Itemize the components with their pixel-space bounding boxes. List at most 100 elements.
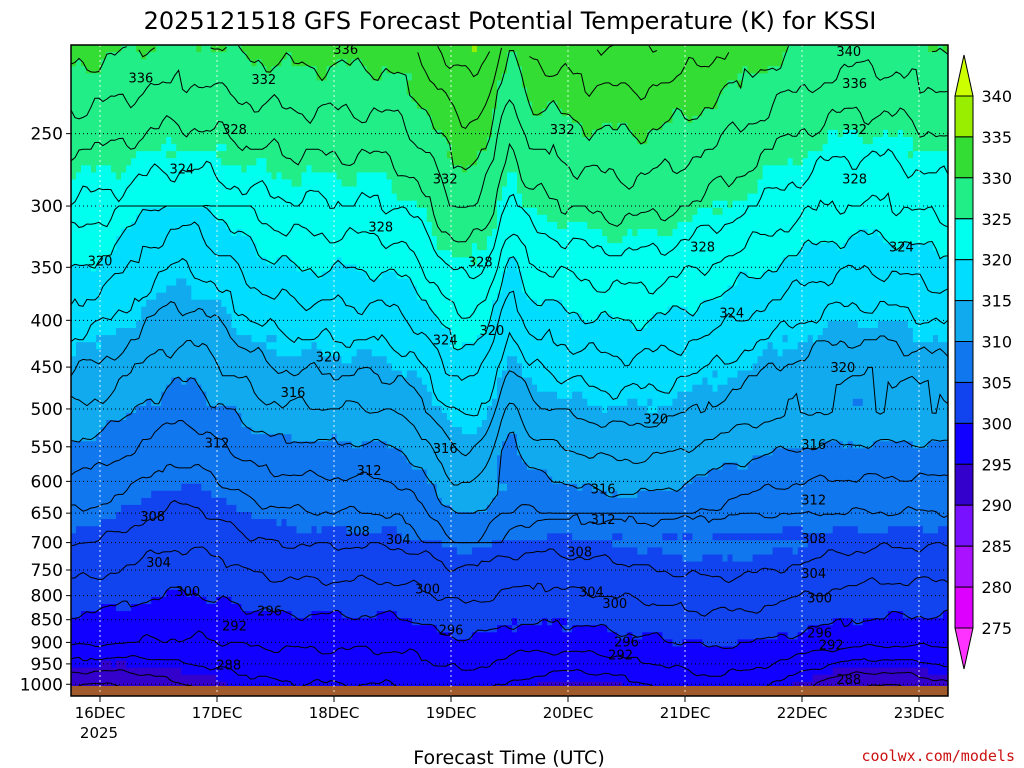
contour-line	[71, 106, 948, 243]
color-cell	[497, 384, 538, 393]
color-cell	[71, 413, 127, 421]
color-cell	[71, 519, 102, 527]
color-cell	[782, 335, 789, 343]
color-cell	[141, 497, 227, 506]
color-cell	[161, 144, 177, 152]
color-cell	[286, 519, 948, 527]
color-cell	[301, 172, 338, 181]
credit-link[interactable]: coolwx.com/models	[861, 747, 1015, 765]
color-cell	[692, 476, 948, 485]
color-cell	[492, 398, 588, 407]
color-cell	[71, 554, 683, 563]
color-cell	[707, 377, 729, 386]
contour-label: 328	[842, 173, 867, 188]
color-cell	[71, 589, 167, 598]
color-cell	[476, 257, 508, 265]
color-cell	[847, 236, 884, 244]
colorbar-label: 310	[981, 333, 1012, 352]
color-cell	[737, 80, 744, 89]
color-cell	[527, 87, 723, 96]
color-cell	[662, 122, 948, 131]
color-cell	[507, 66, 523, 74]
color-cell	[757, 179, 948, 188]
color-cell	[221, 158, 257, 166]
color-cell	[727, 377, 948, 386]
contour-line	[71, 419, 948, 544]
color-cell	[201, 384, 428, 393]
color-cell	[928, 667, 948, 676]
y-tick-label: 500	[31, 400, 63, 420]
color-cell	[121, 172, 272, 181]
color-cell	[928, 441, 948, 449]
color-cell	[256, 250, 453, 258]
color-cell	[136, 151, 167, 159]
y-tick-label: 600	[31, 472, 63, 492]
color-cell	[517, 448, 774, 456]
color-cell	[632, 129, 648, 138]
color-cell	[71, 681, 227, 690]
color-cell	[837, 243, 844, 251]
color-cell	[381, 526, 398, 534]
color-cell	[151, 596, 207, 605]
color-cell	[116, 236, 252, 244]
color-cell	[71, 391, 162, 400]
color-cell	[542, 108, 563, 117]
color-cell	[787, 632, 799, 640]
color-cell	[647, 405, 658, 414]
color-cell	[827, 129, 839, 138]
color-cell	[71, 165, 82, 173]
color-cell	[366, 271, 383, 280]
color-cell	[627, 398, 638, 407]
color-cell	[612, 533, 623, 541]
color-cell	[286, 52, 293, 60]
color-cell	[612, 122, 618, 131]
color-cell	[657, 405, 948, 414]
color-cell	[747, 271, 764, 280]
color-cell	[938, 335, 948, 343]
color-cell	[451, 342, 463, 350]
color-cell	[451, 504, 488, 513]
color-cell	[912, 441, 929, 449]
colorbar-label: 285	[981, 537, 1012, 556]
color-cell	[492, 540, 613, 548]
color-cell	[96, 335, 253, 343]
color-cell	[431, 391, 498, 400]
colorbar-label: 295	[981, 455, 1012, 474]
contour-label: 304	[801, 567, 826, 582]
color-cell	[572, 533, 613, 541]
color-cell	[181, 667, 834, 676]
color-cell	[71, 448, 403, 456]
color-cell	[226, 681, 538, 690]
color-cell	[436, 483, 508, 492]
color-cell	[71, 151, 137, 159]
color-cell	[166, 285, 192, 294]
color-cell	[371, 73, 383, 81]
color-cell	[732, 554, 754, 563]
y-tick-label: 900	[31, 633, 63, 653]
color-cell	[136, 45, 157, 53]
color-cell	[71, 214, 137, 223]
color-cell	[191, 292, 418, 301]
color-cell	[216, 596, 232, 605]
color-cell	[101, 59, 252, 67]
contour-label: 296	[439, 623, 464, 638]
color-cell	[71, 179, 293, 188]
color-cell	[822, 441, 844, 449]
contour-labels: 336 332 336 340 336 328 332 332 324 332 328 328 328 3…	[88, 45, 914, 688]
color-cell	[161, 398, 207, 407]
color-cell	[126, 165, 242, 173]
color-cell	[111, 165, 127, 173]
colorbar-segment	[954, 504, 974, 547]
color-cell	[502, 370, 523, 379]
color-cell	[231, 321, 443, 329]
color-cell	[857, 229, 869, 237]
color-cell	[426, 299, 493, 308]
color-cell	[492, 229, 603, 237]
color-cell	[822, 144, 914, 152]
color-cell	[141, 207, 212, 216]
color-cell	[592, 129, 633, 138]
color-cell	[507, 172, 518, 181]
color-cell	[637, 547, 648, 556]
color-cell	[712, 207, 724, 216]
contour-label: 308	[140, 510, 165, 525]
